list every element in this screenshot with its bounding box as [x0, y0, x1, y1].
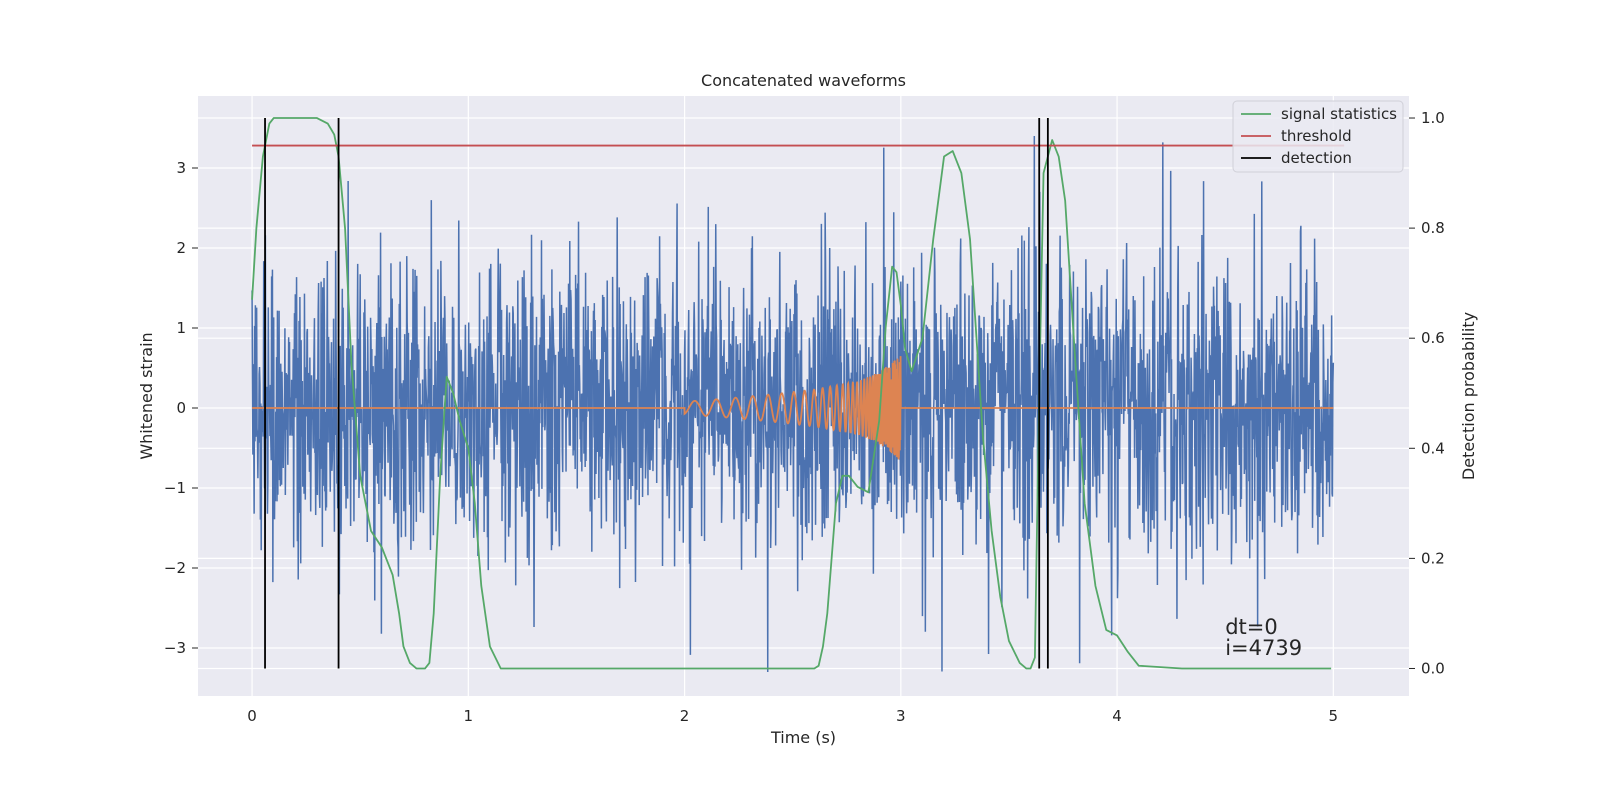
y-left-tick-label: −2 [164, 559, 186, 577]
legend-label: threshold [1281, 127, 1352, 145]
y-left-tick-label: 2 [176, 239, 186, 257]
series-layer [251, 117, 1345, 673]
y-right-tick-label: 1.0 [1421, 109, 1445, 127]
x-tick-label: 0 [247, 707, 257, 725]
annotation-layer: dt=0i=4739 [1225, 615, 1302, 660]
y-left-tick-label: 1 [176, 319, 186, 337]
axes-layer: 0 1 2 3 4 5 −3 −2 −1 0 1 2 3 0.0 0.2 0.4 0.6 0.8 1.0 [164, 109, 1445, 725]
y-left-axis-label: Whitened strain [137, 332, 156, 459]
x-tick-label: 1 [464, 707, 474, 725]
legend-label: signal statistics [1281, 105, 1397, 123]
y-left-tick-label: −1 [164, 479, 186, 497]
y-right-tick-label: 0.4 [1421, 439, 1445, 457]
y-right-tick-label: 0.0 [1421, 659, 1445, 677]
annotation-text: i=4739 [1225, 636, 1302, 660]
x-tick-label: 2 [680, 707, 690, 725]
legend-box [1232, 100, 1404, 173]
legend-label: detection [1281, 149, 1352, 167]
chart-title: Concatenated waveforms [701, 71, 906, 90]
y-right-tick-label: 0.8 [1421, 219, 1445, 237]
y-right-axis-label: Detection probability [1459, 312, 1478, 480]
x-tick-label: 3 [896, 707, 906, 725]
annotation-text: dt=0 [1225, 615, 1278, 639]
y-left-tick-label: 3 [176, 159, 186, 177]
y-right-tick-label: 0.2 [1421, 549, 1445, 567]
y-right-tick-label: 0.6 [1421, 329, 1445, 347]
y-left-tick-label: 0 [176, 399, 186, 417]
signal-statistics-line [251, 117, 1332, 670]
x-axis-label: Time (s) [770, 728, 836, 747]
legend: signal statistics threshold detection [1232, 100, 1404, 173]
chirp-series-line [252, 356, 1334, 461]
x-tick-label: 4 [1112, 707, 1122, 725]
x-tick-label: 5 [1329, 707, 1339, 725]
y-left-tick-label: −3 [164, 639, 186, 657]
